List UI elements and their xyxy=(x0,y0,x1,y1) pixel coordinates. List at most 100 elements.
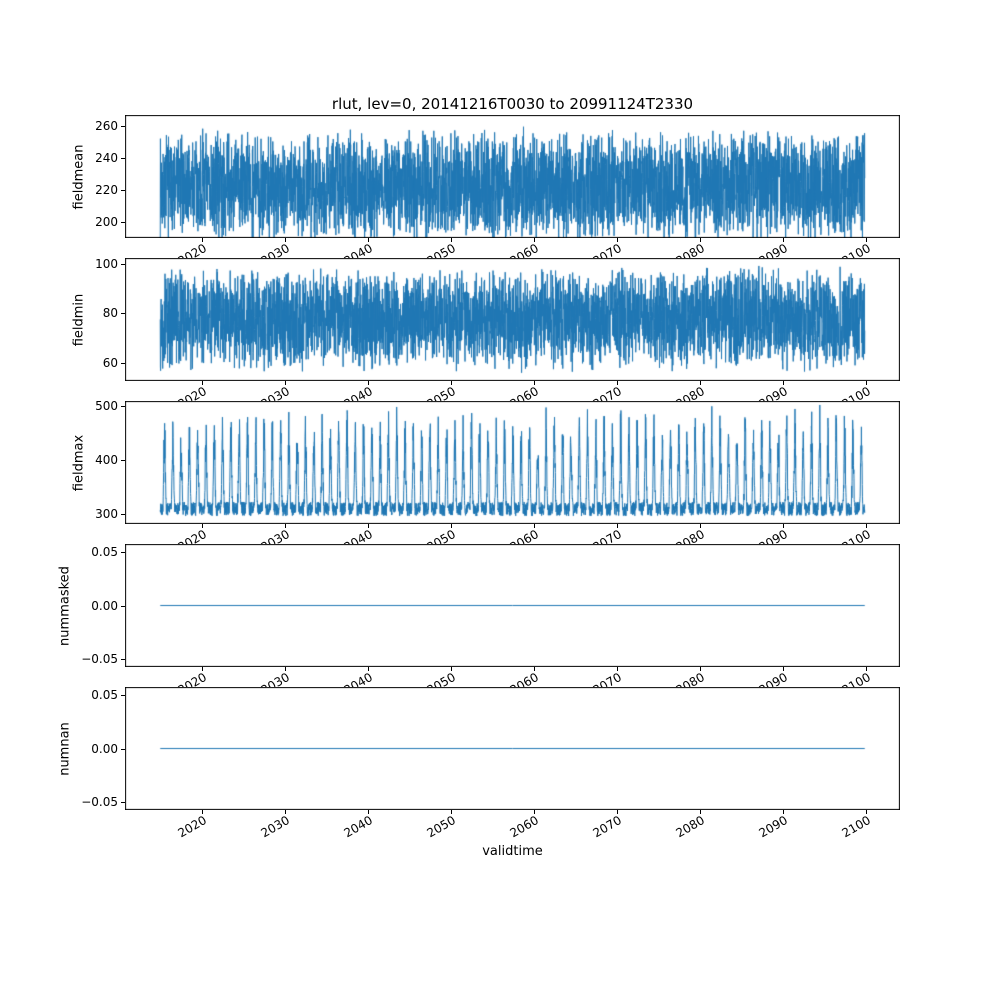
x-tick-mark xyxy=(285,667,286,671)
x-tick-label: 2090 xyxy=(756,241,790,269)
x-tick-label: 2080 xyxy=(673,527,707,555)
x-tick-mark xyxy=(202,238,203,242)
x-tick-mark xyxy=(783,524,784,528)
x-tick-label: 2060 xyxy=(507,384,541,412)
x-tick-label: 2020 xyxy=(175,241,210,269)
y-tick-mark xyxy=(121,158,125,159)
plot-area-fieldmean xyxy=(125,115,900,238)
x-tick-mark xyxy=(285,381,286,385)
y-tick-label: 500 xyxy=(95,399,118,414)
x-tick-mark xyxy=(368,810,369,814)
x-tick-mark xyxy=(368,381,369,385)
x-tick-label: 2070 xyxy=(590,670,624,698)
x-tick-label: 2080 xyxy=(673,813,707,841)
x-tick-label: 2100 xyxy=(839,384,873,412)
x-tick-label: 2060 xyxy=(507,241,541,269)
y-axis-label-nummasked: nummasked xyxy=(57,565,73,646)
x-tick-mark xyxy=(285,810,286,814)
x-tick-label: 2070 xyxy=(590,813,624,841)
x-tick-label: 2030 xyxy=(258,813,292,841)
x-tick-label: 2050 xyxy=(424,527,458,555)
y-tick-mark xyxy=(121,363,125,364)
y-tick-label: 240 xyxy=(95,151,118,166)
y-tick-label: 260 xyxy=(95,119,118,134)
x-tick-mark xyxy=(534,524,535,528)
x-tick-mark xyxy=(617,381,618,385)
x-tick-label: 2040 xyxy=(341,670,375,698)
x-tick-label: 2080 xyxy=(673,384,707,412)
x-tick-label: 2050 xyxy=(424,384,458,412)
x-tick-mark xyxy=(700,524,701,528)
x-tick-mark xyxy=(866,238,867,242)
x-tick-mark xyxy=(451,524,452,528)
y-tick-mark xyxy=(121,460,125,461)
y-axis-label-fieldmax: fieldmax xyxy=(71,434,87,491)
x-tick-mark xyxy=(451,667,452,671)
x-tick-label: 2040 xyxy=(341,813,375,841)
y-tick-label: 100 xyxy=(95,257,118,272)
x-tick-label: 2030 xyxy=(258,241,292,269)
x-axis-label: validtime xyxy=(482,844,543,859)
x-tick-label: 2040 xyxy=(341,241,375,269)
x-tick-label: 2070 xyxy=(590,384,624,412)
x-tick-mark xyxy=(700,381,701,385)
y-tick-mark xyxy=(121,190,125,191)
y-tick-mark xyxy=(121,313,125,314)
y-tick-label: 220 xyxy=(95,183,118,198)
x-tick-label: 2030 xyxy=(258,384,292,412)
y-tick-label: 300 xyxy=(95,506,118,521)
x-tick-mark xyxy=(368,667,369,671)
y-tick-mark xyxy=(121,749,125,750)
plot-area-numnan xyxy=(125,687,900,810)
plot-area-nummasked xyxy=(125,544,900,667)
x-tick-mark xyxy=(202,667,203,671)
x-tick-label: 2090 xyxy=(756,384,790,412)
x-tick-label: 2070 xyxy=(590,241,624,269)
y-tick-label: 0.00 xyxy=(91,598,118,613)
x-tick-mark xyxy=(202,810,203,814)
y-tick-mark xyxy=(121,126,125,127)
y-tick-label: −0.05 xyxy=(81,795,118,810)
x-tick-mark xyxy=(617,238,618,242)
x-tick-mark xyxy=(285,238,286,242)
x-tick-label: 2040 xyxy=(341,527,375,555)
y-tick-label: 0.00 xyxy=(91,741,118,756)
x-tick-mark xyxy=(285,524,286,528)
x-tick-label: 2020 xyxy=(175,670,210,698)
x-tick-label: 2080 xyxy=(673,670,707,698)
x-tick-mark xyxy=(534,810,535,814)
x-tick-mark xyxy=(783,667,784,671)
x-tick-label: 2050 xyxy=(424,813,458,841)
x-tick-label: 2080 xyxy=(673,241,707,269)
y-tick-label: −0.05 xyxy=(81,652,118,667)
x-tick-mark xyxy=(700,667,701,671)
x-tick-label: 2100 xyxy=(839,813,873,841)
x-tick-label: 2060 xyxy=(507,527,541,555)
y-tick-mark xyxy=(121,802,125,803)
y-tick-mark xyxy=(121,695,125,696)
y-axis-label-numnan: numnan xyxy=(57,721,73,776)
x-tick-label: 2100 xyxy=(839,241,873,269)
x-tick-mark xyxy=(202,524,203,528)
x-tick-label: 2020 xyxy=(175,384,210,412)
x-tick-label: 2030 xyxy=(258,527,292,555)
x-tick-mark xyxy=(866,667,867,671)
y-tick-mark xyxy=(121,659,125,660)
y-tick-mark xyxy=(121,406,125,407)
plot-area-fieldmax xyxy=(125,401,900,524)
x-tick-label: 2090 xyxy=(756,813,790,841)
x-tick-mark xyxy=(783,810,784,814)
x-tick-mark xyxy=(451,381,452,385)
x-tick-label: 2060 xyxy=(507,813,541,841)
y-tick-mark xyxy=(121,222,125,223)
x-tick-mark xyxy=(368,238,369,242)
x-tick-label: 2050 xyxy=(424,241,458,269)
x-tick-mark xyxy=(451,238,452,242)
x-tick-mark xyxy=(368,524,369,528)
x-tick-mark xyxy=(783,381,784,385)
y-tick-label: 60 xyxy=(102,355,118,370)
y-tick-mark xyxy=(121,606,125,607)
y-tick-mark xyxy=(121,514,125,515)
y-axis-label-fieldmean: fieldmean xyxy=(71,144,87,209)
